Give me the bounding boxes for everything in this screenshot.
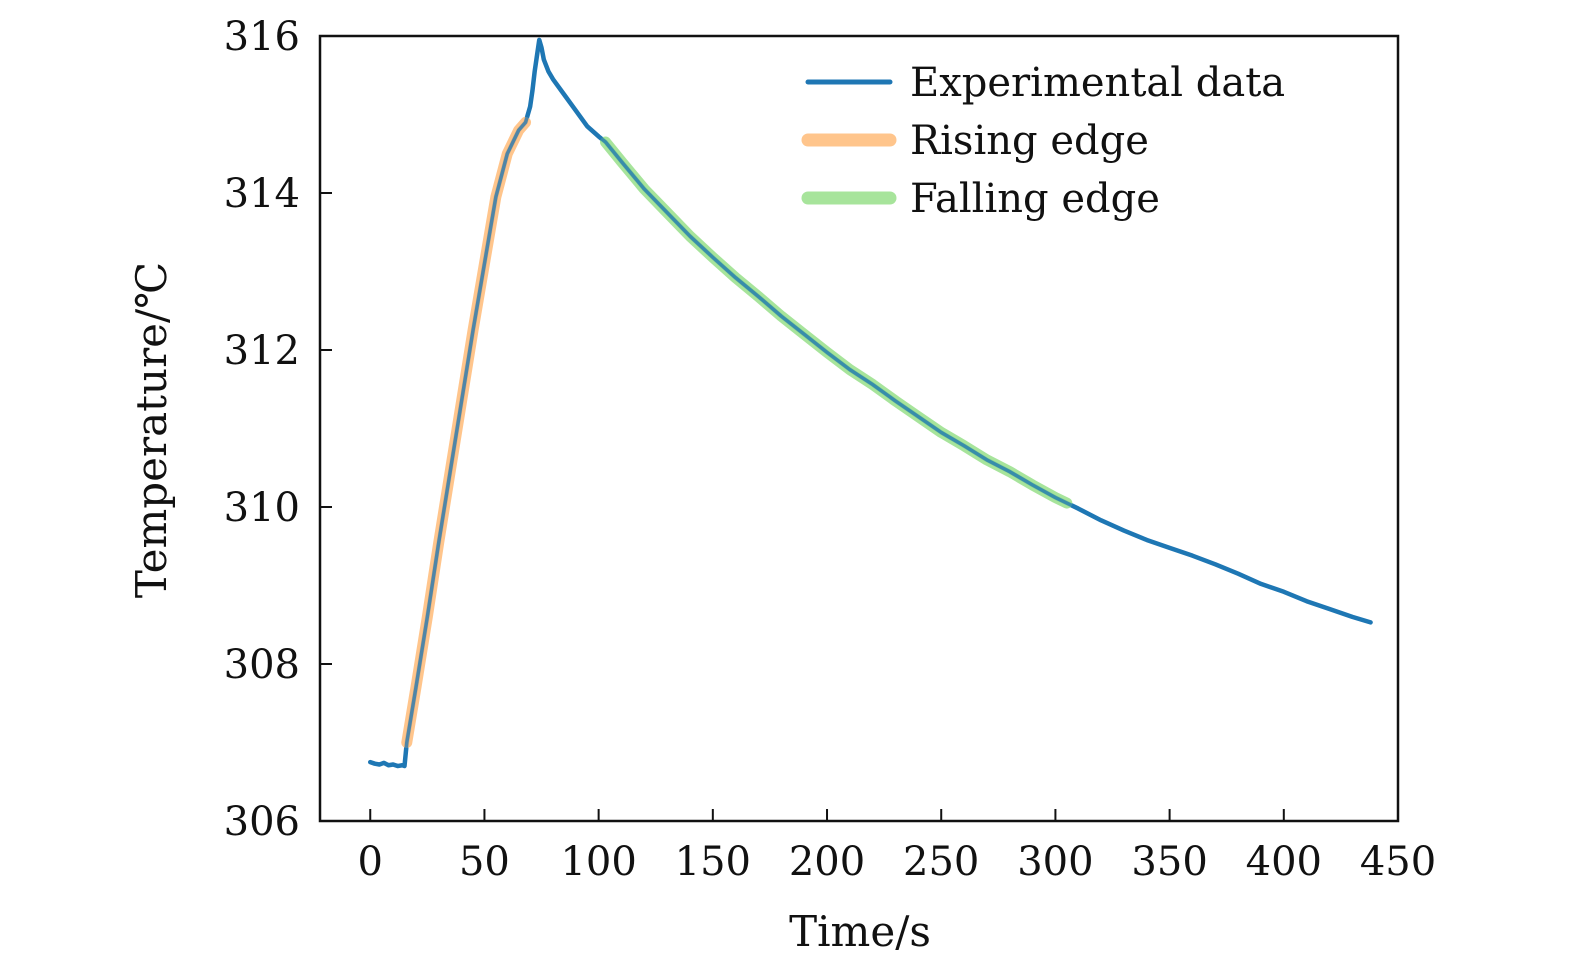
plot-area <box>368 37 1373 769</box>
x-tick-label: 250 <box>903 839 979 885</box>
plot-frame <box>318 34 1400 823</box>
x-axis-label: Time/s <box>789 907 931 956</box>
x-tick-label: 100 <box>560 839 636 885</box>
x-tick-label: 450 <box>1360 839 1436 885</box>
series-line-overlay <box>369 38 1372 768</box>
x-tick-label: 200 <box>789 839 865 885</box>
axes: 0 50 100 150 200 250 300 350 400 450 306 308 310 312 3… <box>224 14 1437 885</box>
x-tick-label: 300 <box>1017 839 1093 885</box>
y-tick-label: 312 <box>224 328 300 374</box>
legend-label: Rising edge <box>910 118 1149 164</box>
legend-label: Experimental data <box>910 60 1285 106</box>
y-tick-label: 314 <box>224 171 300 217</box>
x-tick-label: 350 <box>1131 839 1207 885</box>
y-tick-label: 316 <box>224 14 300 60</box>
x-tick-label: 0 <box>358 839 383 885</box>
y-tick-label: 310 <box>224 485 300 531</box>
series-line-1 <box>368 37 1373 769</box>
x-tick-label: 400 <box>1246 839 1322 885</box>
x-tick-label: 150 <box>675 839 751 885</box>
legend: Experimental data Rising edge Falling edge <box>801 60 1285 222</box>
y-tick-label: 308 <box>224 642 300 688</box>
x-tick-label: 50 <box>459 839 510 885</box>
series-line-2 <box>401 116 532 748</box>
legend-label: Falling edge <box>910 176 1160 222</box>
y-tick-label: 306 <box>224 799 300 845</box>
y-axis-label: Temperature/℃ <box>127 262 176 598</box>
